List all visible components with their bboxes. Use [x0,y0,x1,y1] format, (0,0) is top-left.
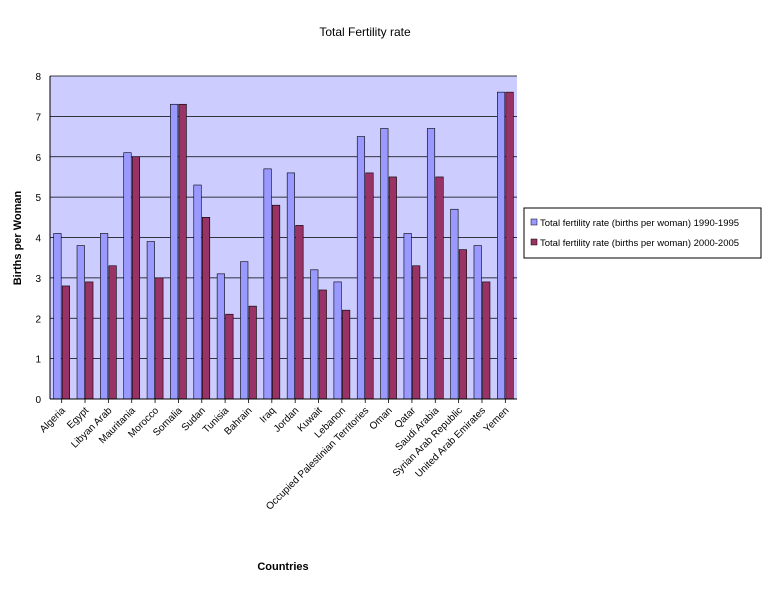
bar-series-1 [426,128,436,400]
bar-series-2 [318,289,327,400]
bar-series-1 [123,152,132,400]
bar-series-2 [108,265,117,400]
bar-series-2 [482,281,491,400]
y-tick-label: 4 [35,234,41,245]
x-tick-label: Iraq [258,405,278,425]
bar-series-2 [155,277,164,400]
bar-series-2 [435,176,444,400]
bar-series-2 [272,204,281,400]
x-tick-label: Jordan [272,405,301,434]
legend-box [523,207,762,259]
y-axis-title: Births per Woman [12,190,24,285]
bar-series-2 [365,172,374,400]
bar-series-1 [497,91,506,400]
bar-series-1 [333,281,342,400]
bar-series-2 [248,305,257,400]
legend: Total fertility rate (births per woman) … [523,207,762,259]
bar-series-1 [240,261,249,400]
bar-series-2 [61,285,70,400]
bar-series-2 [295,225,304,400]
y-tick-labels: 0 1 2 3 4 5 6 7 8 [35,72,41,406]
bar-series-2 [225,313,234,400]
bar-series-2 [388,176,397,400]
y-tick-label: 2 [35,314,41,325]
bar-series-1 [263,168,272,400]
bar-series-2 [131,156,141,400]
chart-title: Total Fertility rate [319,25,411,39]
bar-series-1 [216,273,225,400]
x-tick-label: Yemen [482,405,512,435]
bar-series-2 [342,309,351,400]
x-tick-label: Algeria [38,405,68,435]
legend-label-2000-2005: Total fertility rate (births per woman) … [540,238,739,249]
x-tick-label: Oman [368,405,395,432]
legend-swatch-1990-1995 [530,218,538,226]
bar-series-2 [85,281,94,400]
bar-series-2 [178,103,187,400]
bar-series-2 [201,217,211,400]
y-tick-label: 8 [35,72,41,83]
bar-series-1 [356,136,366,400]
bar-series-1 [310,269,319,400]
bar-series-1 [76,245,85,400]
y-tick-label: 0 [35,395,41,406]
bar-series-1 [380,128,389,400]
y-tick-label: 3 [35,274,41,285]
y-tick-label: 6 [35,153,41,164]
axes [49,76,517,403]
bar-series-1 [193,184,202,400]
bar-series-2 [458,249,467,400]
x-axis-title: Countries [257,561,308,573]
y-tick-label: 7 [35,112,41,123]
bars [53,91,514,400]
bar-series-2 [505,91,514,400]
bar-series-1 [170,103,179,400]
bar-series-1 [53,233,62,400]
legend-swatch-2000-2005 [530,238,538,246]
bar-series-1 [450,208,459,400]
bar-series-1 [286,172,295,400]
y-tick-label: 1 [35,355,41,366]
bar-series-1 [100,233,109,400]
legend-label-1990-1995: Total fertility rate (births per woman) … [540,218,739,229]
bar-series-1 [146,241,155,400]
plot-area [49,75,517,403]
bar-series-1 [473,245,482,400]
bar-series-1 [403,233,412,400]
y-tick-label: 5 [35,193,41,204]
bar-series-2 [412,265,421,400]
